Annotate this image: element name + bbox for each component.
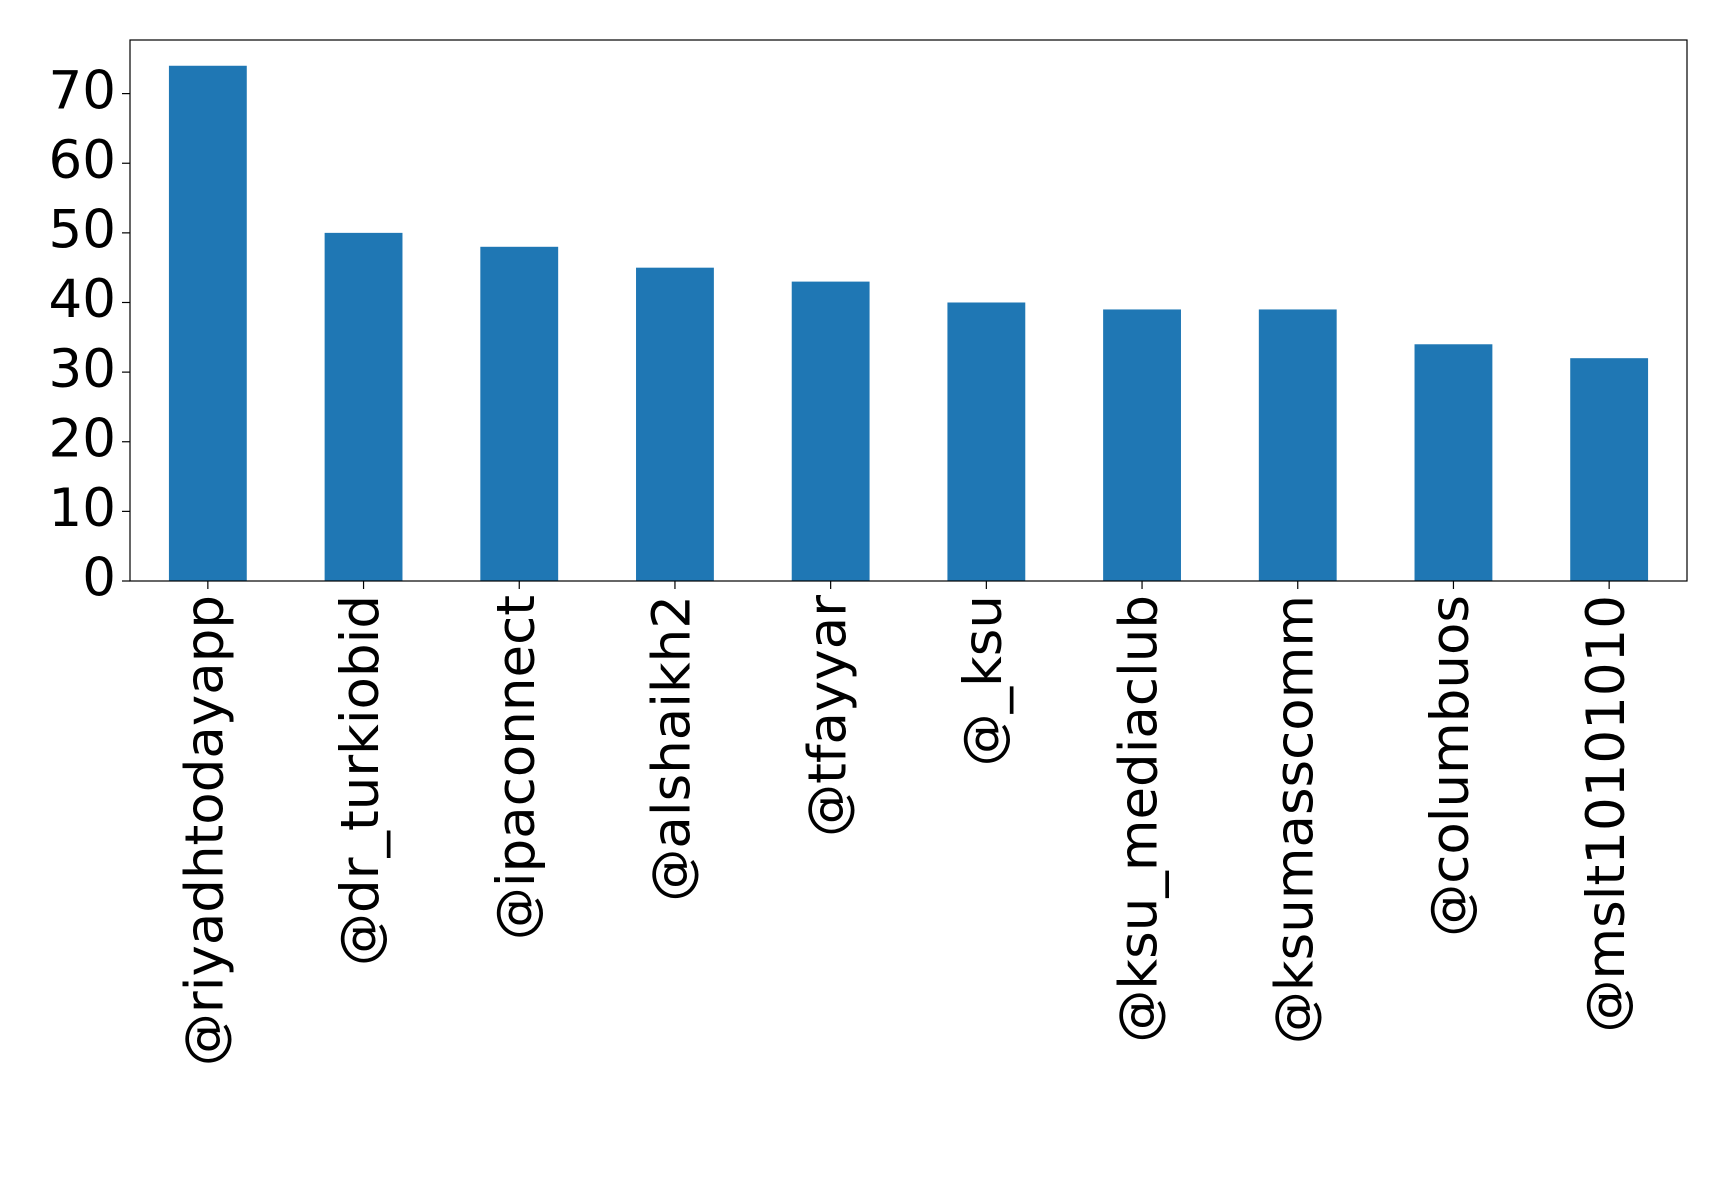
- bar: [324, 232, 403, 581]
- bar: [480, 246, 559, 581]
- y-tick-label: 70: [49, 60, 116, 121]
- x-tick-label: @mslt10101010: [1576, 595, 1637, 1033]
- plot-frame: [129, 39, 1688, 582]
- bar: [168, 65, 247, 581]
- y-tick-label: 20: [49, 408, 116, 469]
- x-tick-label: @columbuos: [1420, 595, 1481, 937]
- bar: [636, 267, 714, 581]
- bar: [1570, 358, 1649, 581]
- y-tick-label: 30: [49, 339, 116, 400]
- bar: [1103, 309, 1181, 581]
- x-tick-label: @riyadhtodayapp: [174, 595, 235, 1066]
- x-tick-label: @tfayyar: [797, 595, 858, 837]
- x-tick-label: @ipaconnect: [486, 595, 547, 940]
- x-tick-label: @ksumasscomm: [1264, 595, 1325, 1044]
- bar: [791, 281, 870, 581]
- x-tick-label: @alshaikh2: [642, 595, 703, 902]
- y-tick-label: 40: [49, 269, 116, 330]
- bar: [1414, 344, 1493, 581]
- y-tick-label: 0: [82, 548, 116, 609]
- bar: [947, 302, 1026, 581]
- y-tick-label: 60: [49, 130, 116, 191]
- bar: [1258, 309, 1337, 581]
- y-tick-label: 10: [49, 478, 116, 539]
- x-tick-label: @_ksu: [953, 595, 1014, 766]
- x-tick-label: @ksu_mediaclub: [1109, 595, 1170, 1043]
- x-tick-label: @dr_turkiobid: [330, 595, 391, 966]
- y-tick-label: 50: [49, 200, 116, 261]
